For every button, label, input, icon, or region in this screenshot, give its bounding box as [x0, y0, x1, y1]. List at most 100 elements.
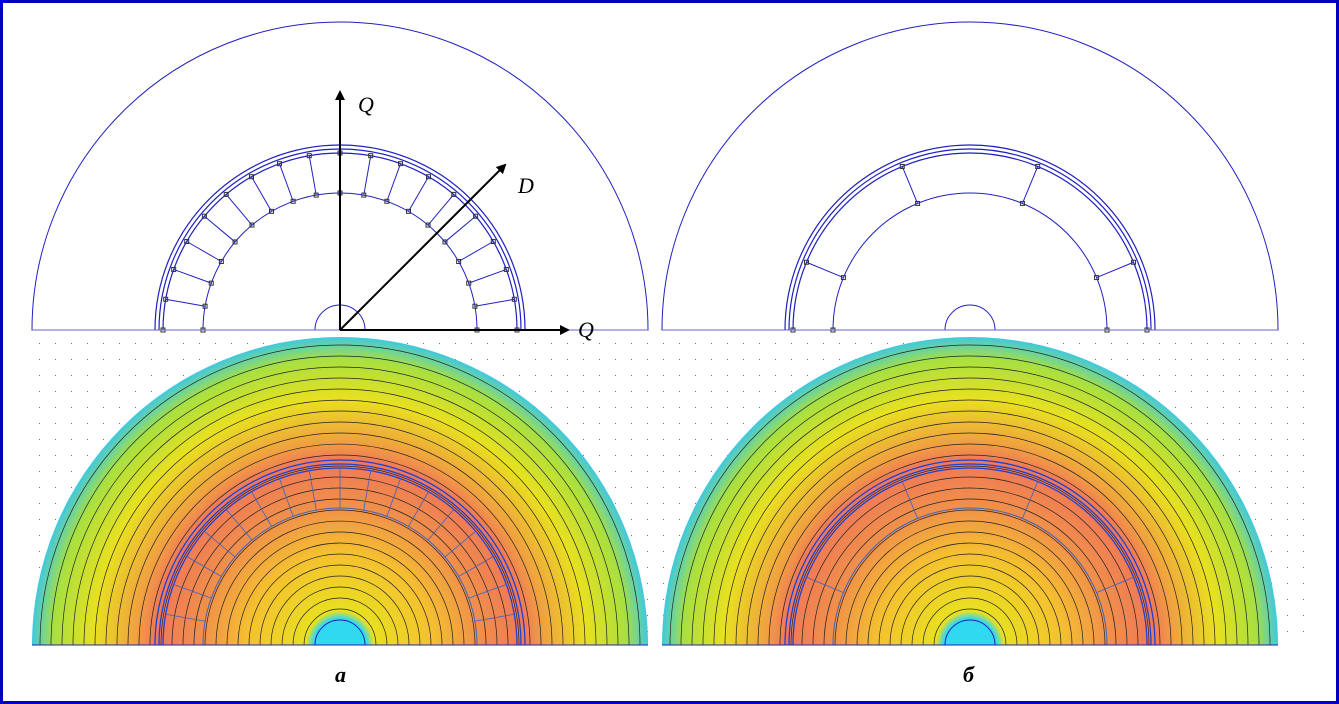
node [384, 198, 390, 204]
flux-line [702, 377, 1238, 646]
flux-line [779, 454, 1161, 646]
magnet-edge [278, 163, 294, 202]
stator-ring [788, 463, 1152, 646]
flux-line [281, 586, 399, 646]
node [276, 161, 282, 167]
flux-line [790, 465, 1150, 646]
shaft [944, 619, 996, 646]
axis-label: Q [578, 317, 594, 342]
magnet-edge [386, 478, 401, 517]
flux-line [259, 564, 421, 646]
node [451, 191, 457, 197]
flux-line [83, 388, 597, 646]
caption: б [963, 662, 975, 687]
stator-ring [784, 144, 1156, 331]
magnet-edge [468, 584, 507, 599]
flux-line [105, 410, 575, 646]
flux-line [248, 553, 432, 646]
magnet-edge [363, 470, 372, 511]
magnet-edge [1096, 576, 1134, 593]
magnet-edge [186, 241, 222, 262]
magnet-edge [204, 215, 236, 243]
stator-ring [788, 148, 1152, 331]
node [398, 161, 404, 167]
magnet-edge [427, 194, 455, 226]
node [490, 239, 496, 244]
flux-line [713, 388, 1227, 646]
flux-line [834, 509, 1106, 646]
flux-line [160, 465, 520, 646]
flux-line [889, 564, 1051, 646]
flux-line [204, 509, 476, 646]
flux-line [680, 355, 1260, 646]
flux-line [801, 476, 1139, 646]
node [232, 239, 238, 245]
magnet-edge [474, 613, 515, 622]
magnet-edge [386, 163, 402, 202]
node [503, 266, 509, 272]
magnet-edge [444, 215, 476, 243]
stator-ring [792, 152, 1148, 331]
d-axis [339, 163, 507, 331]
magnet-inner [202, 507, 478, 646]
magnet-edge [173, 268, 212, 284]
axis-label: D [517, 173, 534, 198]
magnet-edge [901, 481, 918, 519]
magnet-edge [225, 509, 253, 541]
flux-line [856, 531, 1084, 646]
magnet-edge [186, 556, 222, 577]
geometry [31, 21, 1279, 646]
shaft [314, 619, 366, 646]
caption: а [335, 662, 346, 687]
magnet-edge [279, 478, 294, 517]
node [456, 259, 462, 264]
node [472, 303, 478, 309]
node [425, 222, 431, 228]
flux-line [669, 344, 1271, 646]
node [290, 198, 296, 204]
magnet-edge [165, 298, 206, 307]
magnet-edge [251, 176, 272, 212]
node [1019, 200, 1025, 206]
stator-ring [792, 467, 1148, 646]
magnet-edge [806, 261, 844, 279]
flux-line [237, 542, 443, 646]
flux-line [691, 366, 1249, 646]
node [163, 296, 169, 302]
node [368, 153, 374, 159]
node [361, 192, 367, 198]
flux-line [878, 553, 1062, 646]
flux-line [845, 520, 1095, 646]
flux-line [116, 421, 564, 646]
node [803, 259, 809, 265]
node [306, 153, 312, 159]
magnet-edge [251, 491, 272, 527]
node [466, 280, 472, 286]
flux-line [922, 597, 1018, 646]
magnet-edge [408, 491, 429, 527]
magnet-edge [225, 194, 253, 226]
magnet-inner [832, 507, 1108, 646]
node [249, 174, 254, 180]
node [840, 275, 846, 281]
stator-ring [784, 459, 1156, 646]
magnet-edge [1096, 261, 1134, 279]
magnet-edge [308, 470, 317, 511]
flux-line [933, 608, 1007, 646]
node [218, 259, 224, 264]
flux-line [900, 575, 1040, 646]
flux-line [823, 498, 1117, 646]
magnet-edge [204, 530, 236, 558]
node [1035, 163, 1041, 169]
flux-line [911, 586, 1029, 646]
node [171, 266, 177, 272]
outer-boundary [31, 21, 649, 331]
flux-line [746, 421, 1194, 646]
node [313, 192, 319, 198]
node [202, 303, 208, 309]
node [1131, 259, 1137, 265]
magnet-edge [308, 155, 317, 196]
node [899, 163, 905, 169]
